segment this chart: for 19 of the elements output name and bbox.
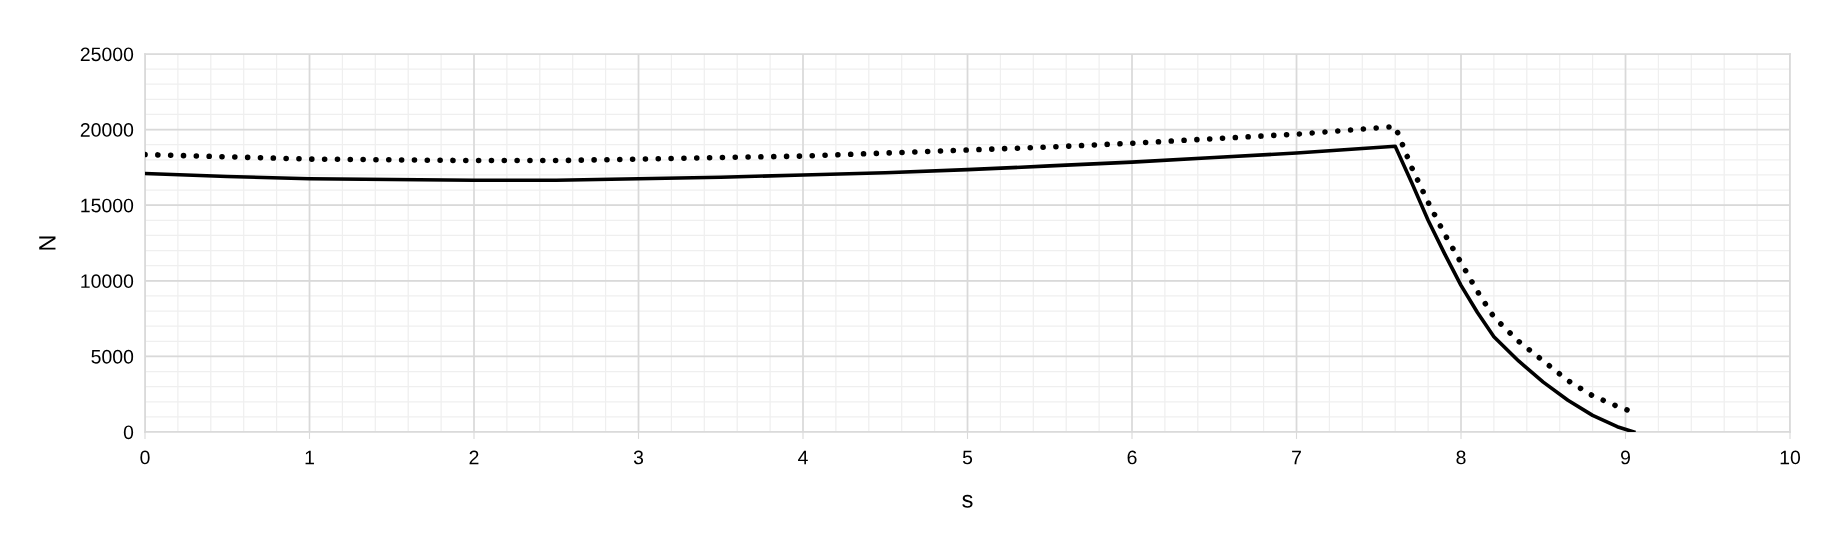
x-tick-label: 7 xyxy=(1292,450,1301,465)
y-tick-label: 20000 xyxy=(80,123,134,137)
x-tick-label: 6 xyxy=(1127,450,1137,465)
x-tick-label: 10 xyxy=(1780,450,1801,465)
y-tick-label: 10000 xyxy=(81,274,134,289)
x-tick-label: 1 xyxy=(305,450,314,465)
x-tick-label: 5 xyxy=(962,450,973,465)
x-axis-title: s xyxy=(962,494,973,508)
x-tick-label: 0 xyxy=(140,450,150,465)
y-tick-label: 0 xyxy=(123,425,134,440)
x-tick-label: 9 xyxy=(1621,450,1630,465)
x-tick-label: 2 xyxy=(469,450,479,465)
x-tick-label: 3 xyxy=(633,450,644,465)
x-tick-label: 4 xyxy=(798,450,808,465)
y-axis-title: N xyxy=(39,236,56,250)
y-tick-label: 25000 xyxy=(80,47,134,62)
x-tick-label: 8 xyxy=(1456,450,1466,465)
y-tick-label: 15000 xyxy=(81,198,134,213)
y-tick-label: 5000 xyxy=(91,349,134,364)
